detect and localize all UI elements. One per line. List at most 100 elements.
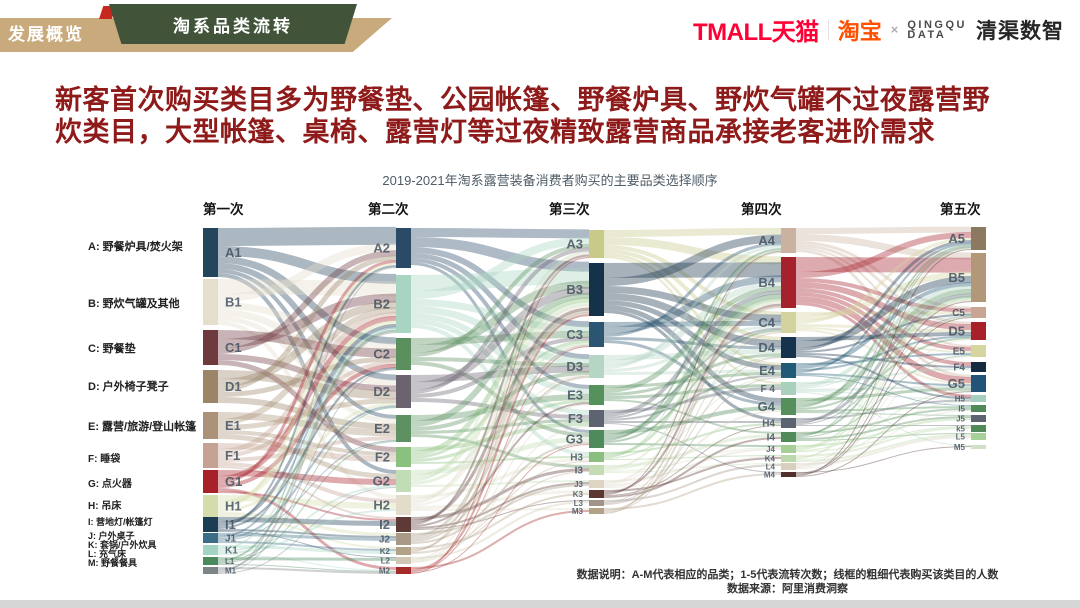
sankey-link-D3-B4 <box>603 281 782 366</box>
sankey-link-H1-J2 <box>217 512 397 536</box>
sankey-link-F4-B5 <box>795 285 972 388</box>
sankey-node-E3 <box>589 385 604 405</box>
sankey-link-M4-G5 <box>795 391 972 477</box>
sankey-node-B1 <box>203 279 218 325</box>
sankey-link-H2-B3 <box>410 304 590 502</box>
sankey-node-label-M3: M3 <box>572 507 584 516</box>
notes-line1: 数据说明：A-M代表相应的品类；1-5代表流转次数；线框的粗细代表购买该类目的人… <box>576 569 999 581</box>
sankey-link-G4-A5 <box>795 244 972 408</box>
sankey-link-B3-D4 <box>603 293 782 348</box>
sankey-link-H3-B4 <box>603 297 782 457</box>
sankey-node-label-A5: A5 <box>948 231 965 246</box>
category-J: J: 户外桌子 <box>88 531 135 541</box>
sankey-link-A1-G2 <box>217 273 397 474</box>
sankey-link-B4-B5 <box>795 257 972 273</box>
sankey-link-G2-A3 <box>410 251 590 482</box>
sankey-link-C4-C5 <box>795 311 972 315</box>
sankey-link-B3-H4 <box>603 310 782 421</box>
sankey-link-C2-C3 <box>410 331 590 345</box>
sankey-link-L1-L2 <box>217 557 397 561</box>
sankey-link-B1-C2 <box>217 302 397 351</box>
sankey-link-B1-H2 <box>217 321 397 499</box>
sankey-link-M4-A5 <box>795 249 972 476</box>
sankey-link-E3-D4 <box>603 353 782 396</box>
sankey-node-label-L3: L3 <box>574 499 584 508</box>
sankey-link-E3-I4 <box>603 399 782 434</box>
qingqu-logo-line1: QINGQU <box>907 18 967 31</box>
category-I: I: 营地灯/帐篷灯 <box>88 517 153 527</box>
sankey-link-C3-A4 <box>603 242 782 337</box>
sankey-link-K4-H5 <box>795 401 972 460</box>
sankey-node-H1 <box>203 495 218 517</box>
sankey-link-I3-J4 <box>603 447 782 472</box>
sankey-link-M3-M4 <box>603 473 782 510</box>
sankey-link-C4-D5 <box>795 324 972 333</box>
sankey-node-D5 <box>971 322 986 340</box>
notes-line2: 数据来源：阿里消费洞察 <box>727 583 848 595</box>
sankey-node-label-A3: A3 <box>566 237 583 252</box>
sankey-node-label-K1: K1 <box>225 546 238 557</box>
sankey-node-label-K4: K4 <box>765 454 776 463</box>
sankey-node-label-I4: I4 <box>767 433 776 444</box>
sankey-link-A1-D2 <box>217 263 397 381</box>
sankey-link-A4-A5 <box>795 226 972 234</box>
sankey-link-H2-M3 <box>410 508 590 511</box>
sankey-node-D2 <box>396 375 411 408</box>
sankey-link-K1-B2 <box>217 328 397 550</box>
sankey-link-J2-J3 <box>410 484 590 535</box>
sankey-link-K2-H3 <box>410 461 590 553</box>
sankey-link-A2-B3 <box>410 237 590 272</box>
sankey-link-H2-A3 <box>410 252 590 504</box>
sankey-node-label-D2: D2 <box>373 384 390 399</box>
sankey-node-label-I1: I1 <box>225 517 236 532</box>
sankey-link-C1-A2 <box>217 250 397 354</box>
sankey-link-J3-G4 <box>603 410 782 487</box>
sankey-link-M3-A4 <box>603 252 782 514</box>
sankey-link-D4-C5 <box>795 313 972 353</box>
sankey-node-label-H1: H1 <box>225 499 242 514</box>
sankey-node-label-F4: F 4 <box>761 384 776 395</box>
qingqu-name: 清渠数智 <box>976 19 1064 43</box>
sankey-link-F1-C2 <box>217 360 397 458</box>
sankey-link-G1-C2 <box>217 363 397 488</box>
sankey-link-G1-B2 <box>217 316 397 481</box>
sankey-link-B2-H3 <box>410 324 590 456</box>
sankey-link-A3-D4 <box>603 249 782 341</box>
sankey-link-E4-D5 <box>795 335 972 371</box>
sankey-link-E4-B5 <box>795 282 972 369</box>
sankey-link-I3-L4 <box>603 463 782 473</box>
sankey-link-E1-B2 <box>217 307 397 425</box>
sankey-node-label-J3: J3 <box>574 480 583 489</box>
sankey-link-J4-B5 <box>795 297 972 449</box>
sankey-node-J1 <box>203 533 218 543</box>
sankey-link-E3-B4 <box>603 286 782 393</box>
sankey-link-I4-A5 <box>795 247 972 437</box>
taobao-logo: 淘宝 <box>837 18 882 44</box>
sankey-node-label-A1: A1 <box>225 245 242 260</box>
sankey-link-J2-B3 <box>410 309 590 538</box>
sankey-link-H2-D3 <box>410 374 590 506</box>
sankey-link-H3-H4 <box>603 423 782 454</box>
sankey-node-label-D4: D4 <box>758 340 775 355</box>
sankey-link-L2-F3 <box>410 426 590 563</box>
sankey-link-L2-E3 <box>410 404 590 562</box>
category-G: G: 点火器 <box>88 479 132 490</box>
sankey-link-C3-C4 <box>603 320 782 327</box>
sankey-node-label-K2: K2 <box>380 547 391 556</box>
sankey-link-L2-D3 <box>410 377 590 561</box>
sankey-link-M1-M2 <box>217 567 397 574</box>
sankey-link-I4-B5 <box>795 295 972 436</box>
sankey-link-I1-J2 <box>217 529 397 538</box>
sankey-link-M4-M5 <box>795 446 972 473</box>
sankey-link-A2-D3 <box>410 253 590 360</box>
sankey-link-F4-C5 <box>795 315 972 389</box>
sankey-node-label-E4: E4 <box>759 363 776 378</box>
sankey-node-label-C2: C2 <box>373 347 390 362</box>
sankey-link-C4-B5 <box>795 271 972 321</box>
sankey-link-G3-C4 <box>603 329 782 443</box>
sankey-node-K3 <box>589 490 604 498</box>
sankey-link-H1-H2 <box>217 495 397 509</box>
sankey-node-label-A4: A4 <box>758 233 775 248</box>
sankey-link-H4-A5 <box>795 246 972 424</box>
sankey-node-E4 <box>781 363 796 378</box>
